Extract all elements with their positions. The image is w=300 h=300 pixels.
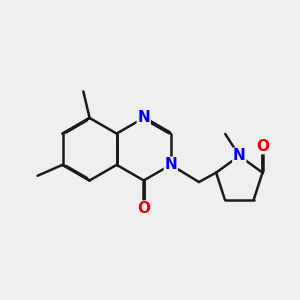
Text: N: N (233, 148, 246, 163)
Text: O: O (137, 201, 150, 216)
Text: N: N (164, 157, 177, 172)
Text: O: O (256, 139, 269, 154)
Text: N: N (137, 110, 150, 125)
